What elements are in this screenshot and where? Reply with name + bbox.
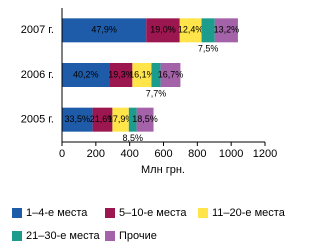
bar-segment xyxy=(136,107,154,132)
bar-segment xyxy=(62,18,147,43)
bar-segment xyxy=(201,18,215,43)
x-tick-label: 0 xyxy=(59,148,65,160)
legend-swatch xyxy=(105,208,115,218)
legend-label: 5–10-е места xyxy=(119,207,187,219)
legend-swatch xyxy=(105,231,115,241)
x-tick-label: 1200 xyxy=(253,148,277,160)
bar-segment xyxy=(62,63,110,87)
chart: Млн грн. 2005 г. 33,5% 21,6%17,9% 8,5% 18,5%… xyxy=(12,8,286,242)
legend-label: 11–20-е места xyxy=(212,207,286,219)
legend-label: 1–4-е места xyxy=(26,207,88,219)
y-tick-label: 2007 г. xyxy=(21,24,54,36)
segment-label: 33,5% xyxy=(65,114,91,124)
legend-swatch xyxy=(12,231,22,241)
legend-swatch xyxy=(198,208,208,218)
bar-segment xyxy=(179,18,202,43)
bar-segment xyxy=(92,107,113,132)
segment-label: 19,0% xyxy=(150,25,176,35)
bar-segment xyxy=(146,18,180,43)
segment-label: 12,4% xyxy=(178,25,204,35)
x-tick-label: 400 xyxy=(120,148,138,160)
segment-label: 17,9% xyxy=(108,114,134,124)
x-tick-label: 1000 xyxy=(219,148,243,160)
bar-segment xyxy=(151,63,161,87)
bar-segment xyxy=(214,18,238,43)
bar-segment xyxy=(132,63,152,87)
x-tick-label: 200 xyxy=(87,148,105,160)
segment-label: 47,9% xyxy=(91,25,117,35)
legend-label: 21–30-е места xyxy=(26,230,101,242)
segment-label: 18,5% xyxy=(132,114,158,124)
bar-segment xyxy=(109,63,133,87)
segment-label: 16,7% xyxy=(158,69,184,79)
x-axis-label: Млн грн. xyxy=(141,164,185,176)
segment-label: 8,5% xyxy=(122,133,143,143)
segment-label: 7,5% xyxy=(198,44,219,54)
x-tick-label: 600 xyxy=(154,148,172,160)
bar-segment xyxy=(128,107,137,132)
segment-label: 40,2% xyxy=(73,69,99,79)
segment-label: 13,2% xyxy=(214,25,240,35)
y-tick-label: 2006 г. xyxy=(21,69,54,81)
bar-segment xyxy=(160,63,181,87)
segment-label: 7,7% xyxy=(146,88,167,98)
legend-swatch xyxy=(12,208,22,218)
bar-segment xyxy=(112,107,129,132)
legend-label: Прочие xyxy=(119,230,157,242)
x-tick-label: 800 xyxy=(188,148,206,160)
segment-label: 16,1% xyxy=(129,69,155,79)
segment-label: 19,3% xyxy=(108,69,134,79)
y-tick-label: 2005 г. xyxy=(21,114,54,126)
segment-label: 21,6% xyxy=(90,114,116,124)
bar-segment xyxy=(62,107,93,132)
